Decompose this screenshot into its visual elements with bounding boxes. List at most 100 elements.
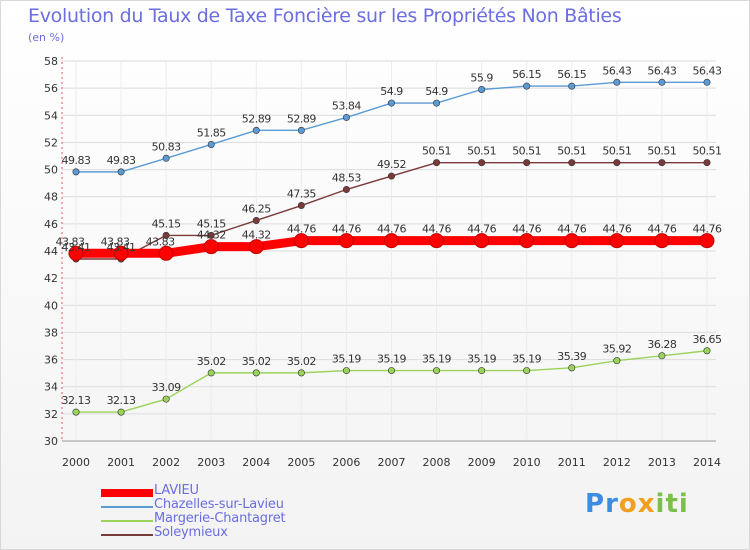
data-label: 44.76 bbox=[557, 223, 586, 236]
data-label: 44.76 bbox=[647, 223, 676, 236]
x-tick-label: 2009 bbox=[468, 456, 496, 469]
data-label: 54.9 bbox=[380, 85, 403, 98]
data-label: 55.9 bbox=[470, 72, 493, 85]
data-label: 52.89 bbox=[242, 112, 271, 125]
data-point bbox=[658, 78, 666, 86]
data-point bbox=[297, 369, 305, 377]
data-label: 49.52 bbox=[377, 158, 406, 171]
y-tick-label: 52 bbox=[44, 136, 58, 149]
data-point bbox=[162, 231, 170, 239]
x-tick-label: 2006 bbox=[332, 456, 360, 469]
data-point bbox=[703, 78, 711, 86]
data-point bbox=[342, 186, 350, 194]
data-point bbox=[252, 126, 260, 134]
data-label: 56.43 bbox=[692, 64, 721, 77]
data-point bbox=[433, 99, 441, 107]
data-point bbox=[429, 233, 445, 249]
data-label: 45.15 bbox=[197, 217, 226, 230]
data-label: 45.15 bbox=[152, 217, 181, 230]
data-label: 35.02 bbox=[242, 355, 271, 368]
x-tick-label: 2004 bbox=[242, 456, 270, 469]
data-point bbox=[519, 233, 535, 249]
data-point bbox=[203, 239, 219, 255]
y-tick-label: 56 bbox=[44, 82, 58, 95]
data-label: 50.51 bbox=[512, 145, 541, 158]
legend-label: LAVIEU bbox=[154, 483, 199, 498]
y-tick-label: 40 bbox=[44, 299, 58, 312]
data-label: 35.19 bbox=[377, 353, 406, 366]
data-label: 54.9 bbox=[425, 85, 448, 98]
data-point bbox=[478, 159, 486, 167]
x-tick-label: 2012 bbox=[603, 456, 631, 469]
x-tick-label: 2005 bbox=[287, 456, 315, 469]
legend-label: Chazelles-sur-Lavieu bbox=[154, 497, 284, 512]
y-tick-label: 50 bbox=[44, 164, 58, 177]
data-label: 48.53 bbox=[332, 172, 361, 185]
data-label: 36.65 bbox=[692, 333, 721, 346]
data-point bbox=[703, 347, 711, 355]
data-label: 44.76 bbox=[287, 223, 316, 236]
y-unit-label: (en %) bbox=[28, 31, 65, 44]
data-label: 43.83 bbox=[146, 235, 175, 248]
data-point bbox=[568, 364, 576, 372]
data-point bbox=[158, 245, 174, 261]
data-point bbox=[658, 159, 666, 167]
data-point bbox=[68, 245, 84, 261]
data-point bbox=[654, 233, 670, 249]
data-label: 52.89 bbox=[287, 112, 316, 125]
y-tick-label: 38 bbox=[44, 326, 58, 339]
data-label: 32.13 bbox=[62, 394, 91, 407]
data-label: 50.51 bbox=[422, 145, 451, 158]
data-label: 43.41 bbox=[62, 241, 91, 254]
y-tick-label: 46 bbox=[44, 218, 58, 231]
data-label: 44.76 bbox=[467, 223, 496, 236]
x-tick-label: 2003 bbox=[197, 456, 225, 469]
data-point bbox=[117, 408, 125, 416]
x-tick-label: 2008 bbox=[423, 456, 451, 469]
logo-letter: o bbox=[618, 489, 638, 519]
data-point bbox=[113, 245, 129, 261]
data-point bbox=[162, 154, 170, 162]
data-point bbox=[613, 159, 621, 167]
data-point bbox=[383, 233, 399, 249]
data-label: 35.39 bbox=[557, 350, 586, 363]
x-tick-label: 2007 bbox=[377, 456, 405, 469]
data-point bbox=[162, 395, 170, 403]
data-point bbox=[387, 99, 395, 107]
y-tick-label: 30 bbox=[44, 435, 58, 448]
data-label: 32.13 bbox=[107, 394, 136, 407]
data-label: 35.19 bbox=[332, 353, 361, 366]
y-tick-label: 32 bbox=[44, 408, 58, 421]
data-label: 44.76 bbox=[602, 223, 631, 236]
data-point bbox=[387, 367, 395, 375]
data-label: 53.84 bbox=[332, 99, 361, 112]
data-label: 35.02 bbox=[197, 355, 226, 368]
data-point bbox=[474, 233, 490, 249]
data-point bbox=[72, 168, 80, 176]
data-point bbox=[523, 82, 531, 90]
legend-label: Margerie-Chantagret bbox=[154, 511, 286, 526]
data-label: 35.19 bbox=[467, 353, 496, 366]
data-label: 43.83 bbox=[56, 235, 85, 248]
y-tick-label: 48 bbox=[44, 191, 58, 204]
legend-swatch bbox=[101, 520, 153, 522]
data-label: 35.19 bbox=[422, 353, 451, 366]
data-point bbox=[293, 233, 309, 249]
legend-swatch bbox=[101, 534, 153, 536]
data-point bbox=[523, 159, 531, 167]
logo-letter: P bbox=[585, 489, 606, 519]
data-point bbox=[703, 159, 711, 167]
x-tick-label: 2000 bbox=[62, 456, 90, 469]
data-point bbox=[248, 239, 264, 255]
data-point bbox=[252, 369, 260, 377]
x-tick-label: 2011 bbox=[558, 456, 586, 469]
chart-title: Evolution du Taux de Taxe Foncière sur l… bbox=[28, 5, 622, 27]
data-point bbox=[478, 367, 486, 375]
data-label: 50.51 bbox=[647, 145, 676, 158]
data-label: 50.83 bbox=[152, 140, 181, 153]
logo-letter: i bbox=[655, 489, 666, 519]
data-label: 35.02 bbox=[287, 355, 316, 368]
data-label: 50.51 bbox=[692, 145, 721, 158]
